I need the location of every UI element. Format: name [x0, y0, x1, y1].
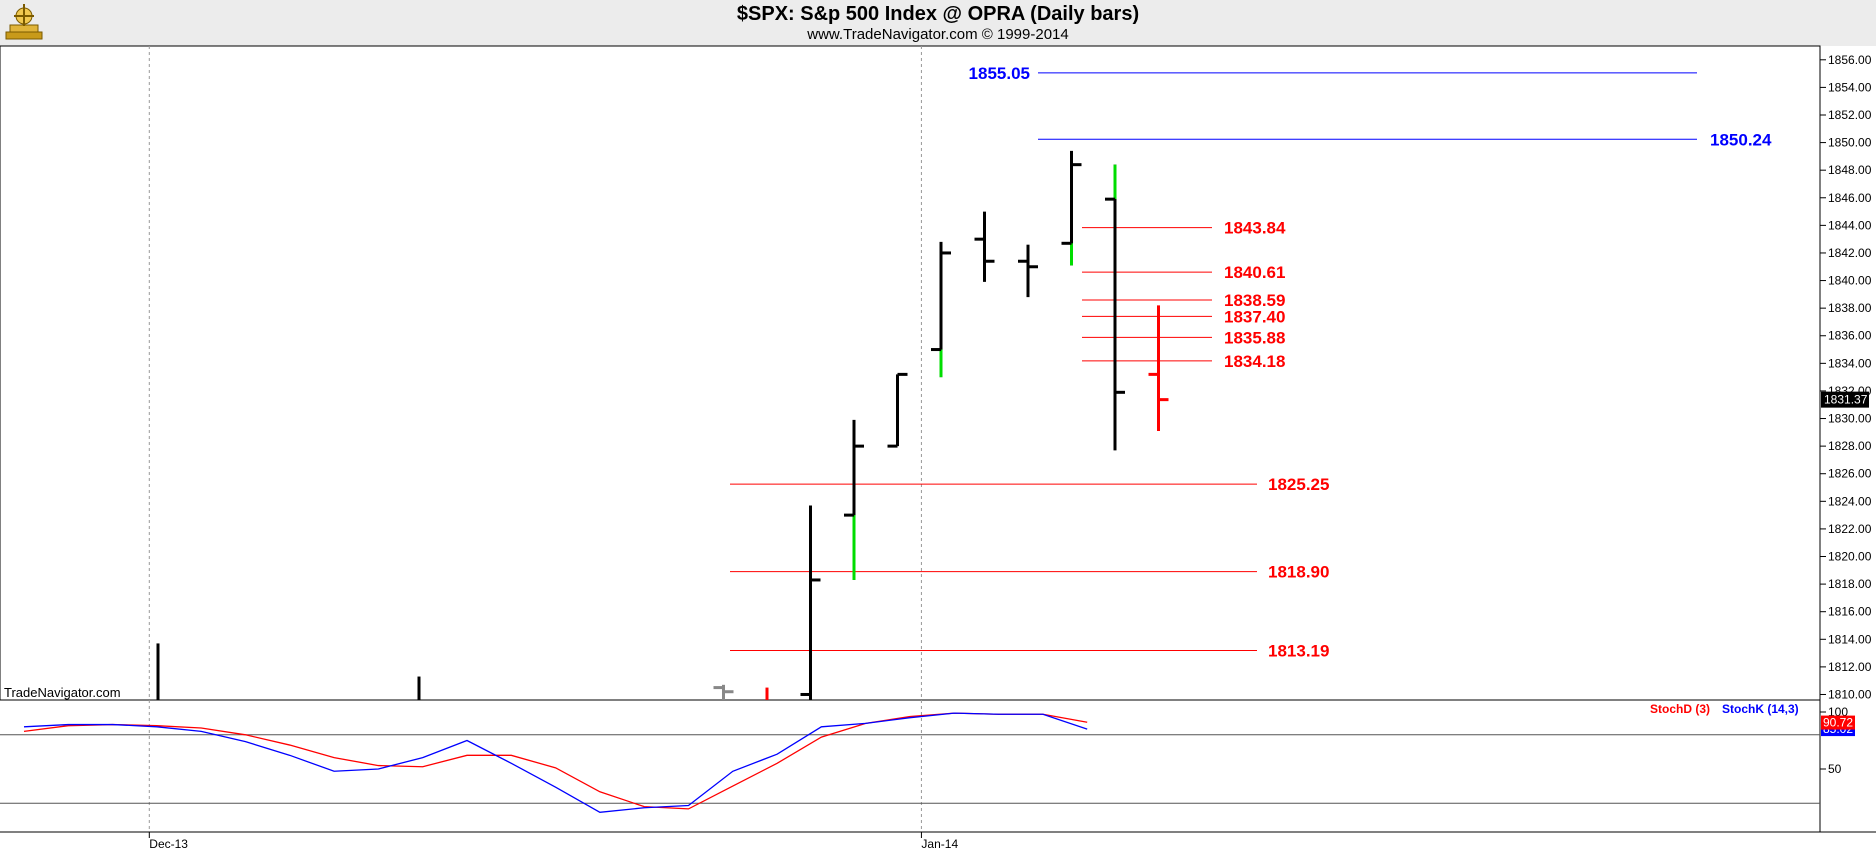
watermark: TradeNavigator.com: [4, 685, 121, 700]
stoch-tick-label: 50: [1828, 762, 1842, 776]
price-tick-label: 1836.00: [1828, 329, 1872, 343]
trade-navigator-logo-icon: [5, 4, 43, 40]
stochd-value-badge: [1821, 715, 1855, 730]
chart-title: $SPX: S&p 500 Index @ OPRA (Daily bars): [736, 3, 1140, 25]
level-label: 1837.40: [1224, 307, 1285, 326]
price-tick-label: 1812.00: [1828, 660, 1872, 674]
chart-subtitle: www.TradeNavigator.com © 1999-2014: [807, 26, 1069, 43]
price-levels: 1855.05 1850.24 1843.84 1840.61 1838.591837.…: [730, 64, 1772, 660]
price-tick-label: 1822.00: [1828, 522, 1872, 536]
date-tick-label: Jan-14: [921, 837, 958, 851]
price-tick-label: 1814.00: [1828, 632, 1872, 646]
price-tick-label: 1854.00: [1828, 80, 1872, 94]
date-tick-label: Dec-13: [149, 837, 188, 851]
level-label: 1813.19: [1268, 641, 1329, 660]
stoch-legend-stochd: StochD (3): [1650, 702, 1710, 716]
price-tick-label: 1818.00: [1828, 577, 1872, 591]
price-bars: [156, 150, 1169, 700]
price-tick-label: 1848.00: [1828, 163, 1872, 177]
level-label: 1850.24: [1710, 130, 1772, 149]
price-tick-label: 1824.00: [1828, 494, 1872, 508]
level-label: 1855.05: [969, 64, 1030, 83]
level-label: 1838.59: [1224, 291, 1285, 310]
level-label: 1843.84: [1224, 219, 1286, 238]
stoch-series-line: [23, 712, 1088, 810]
stoch-tick-label: 100: [1828, 705, 1848, 719]
price-tick-label: 1856.00: [1828, 53, 1872, 67]
chart-header: $SPX: S&p 500 Index @ OPRA (Daily bars) …: [0, 0, 1876, 46]
level-label: 1840.61: [1224, 263, 1285, 282]
price-tick-label: 1826.00: [1828, 467, 1872, 481]
last-price-badge: [1821, 391, 1869, 408]
price-tick-label: 1828.00: [1828, 439, 1872, 453]
price-axis: 1810.00 1812.00 1814.00 1816.00 1818.00 1820.…: [1820, 53, 1872, 701]
price-tick-label: 1810.00: [1828, 687, 1872, 701]
level-label: 1818.90: [1268, 563, 1329, 582]
price-tick-label: 1852.00: [1828, 108, 1872, 122]
vertical-gridlines: [148, 46, 922, 832]
level-label: 1825.25: [1268, 475, 1329, 494]
price-tick-label: 1850.00: [1828, 136, 1872, 150]
price-tick-label: 1816.00: [1828, 605, 1872, 619]
price-tick-label: 1842.00: [1828, 246, 1872, 260]
price-panel-border: [0, 45, 1821, 701]
stoch-legend-stochk: StochK (14,3): [1722, 702, 1799, 716]
stochd-value-label: 90.72: [1823, 716, 1853, 730]
price-tick-label: 1830.00: [1828, 412, 1872, 426]
price-tick-label: 1838.00: [1828, 301, 1872, 315]
last-price-label: 1831.37: [1824, 393, 1868, 407]
level-label: 1834.18: [1224, 352, 1285, 371]
level-label: 1835.88: [1224, 328, 1285, 347]
price-tick-label: 1840.00: [1828, 274, 1872, 288]
price-tick-label: 1844.00: [1828, 218, 1872, 232]
price-tick-label: 1820.00: [1828, 550, 1872, 564]
price-tick-label: 1846.00: [1828, 191, 1872, 205]
chart-frame: [0, 45, 1876, 833]
date-axis: Dec-13 Jan-14: [148, 832, 958, 851]
stoch-series-line: [23, 712, 1088, 813]
price-tick-label: 1834.00: [1828, 356, 1872, 370]
